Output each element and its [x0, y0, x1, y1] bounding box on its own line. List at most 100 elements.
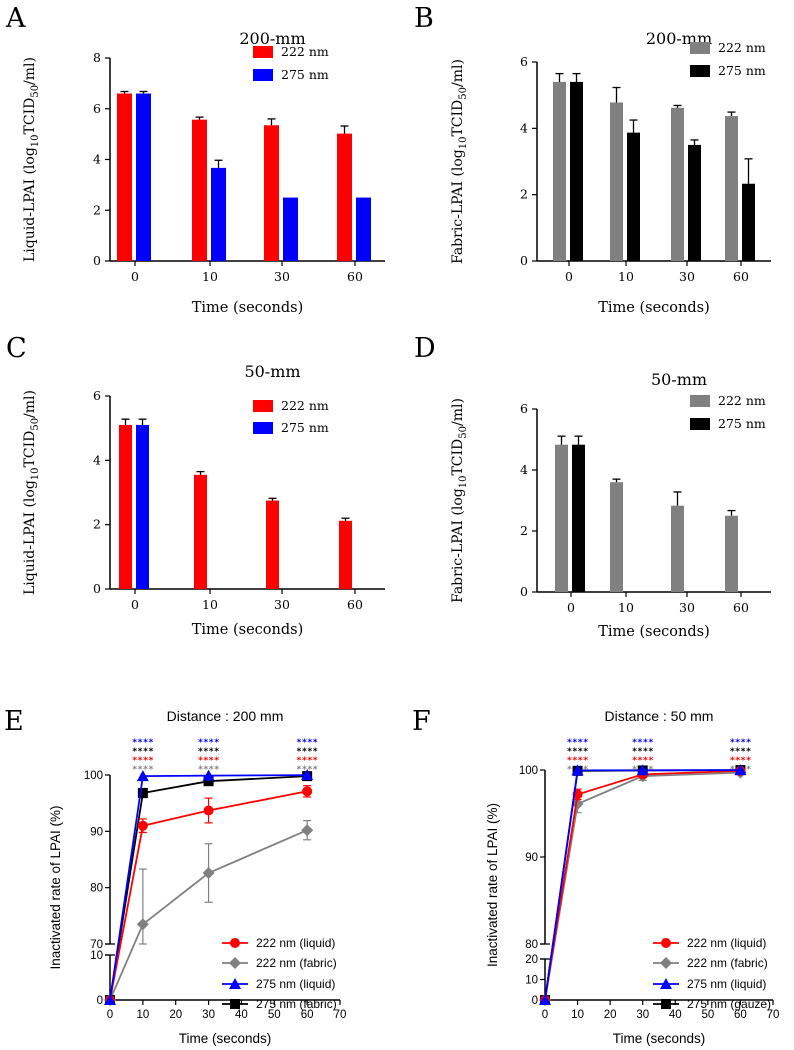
y-tick-label: 4 — [520, 120, 528, 135]
y-tick-label: 4 — [520, 462, 528, 477]
x-tick-label: 10 — [618, 269, 634, 284]
ylabel-part: Fabric-LPAI (log — [450, 488, 466, 603]
y-tick-label: 90 — [525, 852, 538, 864]
bar — [610, 102, 623, 261]
legend-label: 275 nm (fabric) — [256, 997, 337, 1011]
y-tick-label: 0 — [93, 581, 101, 596]
ylabel-part: 10 — [30, 467, 41, 480]
bar — [688, 144, 701, 261]
bar — [211, 167, 226, 261]
y-tick-label: 0 — [93, 253, 101, 268]
legend-label: 222 nm — [281, 398, 329, 413]
chart-title: 50-mm — [651, 370, 707, 389]
ylabel-part: 10 — [458, 476, 469, 489]
x-tick-label: 0 — [131, 597, 139, 612]
marker-diamond — [202, 867, 215, 880]
bar — [339, 520, 352, 589]
y-axis-label: Liquid-LPAI (log10TCID50/ml) — [22, 57, 41, 262]
y-tick-label: 10 — [90, 950, 103, 962]
chart-panel-A: A 200-mm 0 2 4 6 8 0 10 30 60 222 nm 275 nm Time (sec… — [5, 3, 385, 316]
significance-stars: **** — [296, 738, 318, 748]
significance-stars: **** — [567, 747, 589, 757]
x-tick-label: 0 — [565, 269, 573, 284]
ylabel-part: Liquid-LPAI (log — [22, 480, 38, 595]
legend-label: 222 nm — [718, 40, 766, 55]
significance-stars: **** — [132, 756, 154, 766]
ylabel-part: 50 — [30, 85, 41, 98]
marker-circle — [203, 805, 214, 816]
panel-letter: A — [5, 3, 26, 34]
series-line — [544, 770, 741, 1001]
x-tick-label: 20 — [169, 1009, 182, 1021]
significance-stars: **** — [296, 747, 318, 757]
bar — [570, 81, 583, 262]
x-tick-label: 20 — [604, 1009, 617, 1021]
marker-circle — [230, 938, 240, 948]
x-tick-label: 60 — [347, 597, 363, 612]
x-tick-label: 40 — [669, 1009, 682, 1021]
bar — [553, 81, 566, 262]
significance-stars: **** — [567, 738, 589, 748]
marker-diamond — [136, 918, 149, 931]
legend-label: 275 nm (gauze) — [687, 997, 771, 1011]
ylabel-part: Liquid-LPAI (log — [22, 147, 38, 262]
series-line — [109, 775, 308, 1001]
significance-stars: **** — [132, 738, 154, 748]
marker-circle — [137, 820, 148, 831]
marker-circle — [661, 938, 671, 948]
bar — [117, 93, 132, 262]
bar — [264, 125, 279, 262]
y-tick-label: 0 — [520, 584, 528, 599]
legend-label: 275 nm (liquid) — [256, 977, 335, 991]
y-tick-label: 80 — [90, 883, 103, 895]
y-tick-label: 4 — [93, 452, 101, 467]
x-tick-label: 40 — [235, 1009, 248, 1021]
legend-label: 222 nm — [718, 393, 766, 408]
marker-triangle — [571, 764, 584, 776]
y-tick-label: 10 — [525, 975, 538, 987]
y-tick-label: 2 — [93, 202, 101, 217]
x-tick-label: 60 — [734, 1009, 747, 1021]
y-tick-label: 6 — [520, 54, 528, 69]
x-tick-label: 60 — [301, 1009, 314, 1021]
x-axis-label: Time (seconds) — [598, 624, 710, 640]
legend-swatch — [253, 69, 273, 81]
chart-title: 200-mm — [239, 29, 305, 48]
legend-label: 222 nm (fabric) — [256, 956, 337, 970]
x-tick-label: 60 — [733, 600, 749, 615]
bar — [725, 515, 738, 592]
x-tick-label: 50 — [701, 1009, 714, 1021]
x-axis-label: Time (seconds) — [179, 1031, 272, 1046]
panel-letter: D — [414, 333, 436, 364]
legend-swatch — [690, 395, 710, 407]
x-tick-label: 30 — [679, 269, 695, 284]
ylabel-part: /ml) — [22, 390, 38, 418]
bar — [356, 197, 371, 261]
legend-label: 275 nm — [281, 420, 329, 435]
legend-label: 275 nm — [718, 416, 766, 431]
legend-swatch — [690, 418, 710, 430]
ylabel-part: 50 — [458, 426, 469, 439]
legend-label: 275 nm (liquid) — [687, 977, 766, 991]
series-line — [544, 769, 741, 1001]
ylabel-part: Fabric-LPAI (log — [450, 149, 466, 264]
x-tick-label: 10 — [202, 269, 218, 284]
y-tick-label: 100 — [84, 770, 103, 782]
legend-label: 222 nm — [281, 44, 329, 59]
marker-triangle — [734, 764, 747, 776]
y-tick-label: 2 — [520, 187, 528, 202]
y-tick-label: 70 — [90, 939, 103, 951]
chart-title: 50-mm — [244, 362, 300, 381]
marker-diamond — [229, 957, 241, 969]
ylabel-part: /ml) — [22, 57, 38, 85]
x-tick-label: 10 — [202, 597, 218, 612]
significance-stars: **** — [567, 756, 589, 766]
y-tick-label: 80 — [525, 939, 538, 951]
y-tick-label: 8 — [93, 50, 101, 65]
bar — [671, 107, 684, 262]
marker-square — [137, 788, 148, 799]
bar — [671, 505, 684, 592]
legend-label: 222 nm (fabric) — [687, 956, 768, 970]
